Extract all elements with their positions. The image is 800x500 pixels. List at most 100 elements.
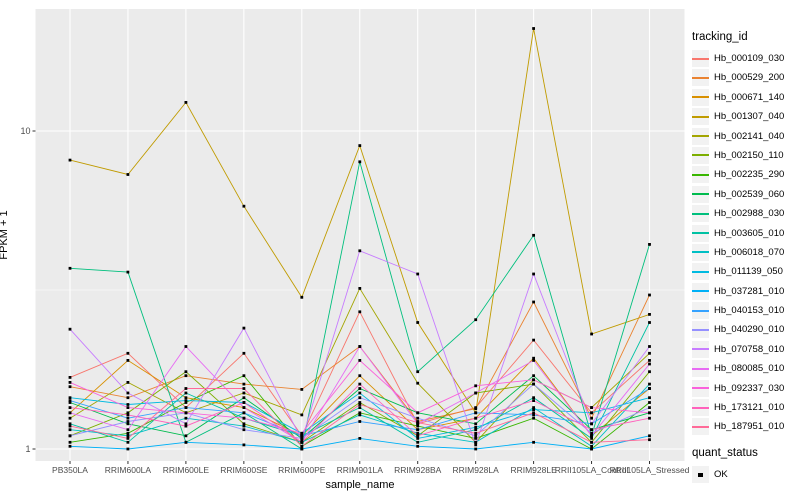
data-point xyxy=(126,411,130,415)
data-point xyxy=(648,438,651,442)
legend-line-swatch xyxy=(692,212,709,215)
data-point xyxy=(184,416,188,420)
legend-line-swatch xyxy=(692,387,709,390)
data-point xyxy=(358,144,362,147)
legend-label: Hb_040290_010 xyxy=(714,324,785,336)
legend-label: Hb_092337_030 xyxy=(714,382,785,394)
data-point xyxy=(474,431,478,435)
legend-label: Hb_000671_140 xyxy=(714,91,785,103)
data-point xyxy=(358,437,362,440)
legend-label: Hb_001307_040 xyxy=(714,111,785,123)
data-point xyxy=(184,406,188,409)
legend-key xyxy=(692,399,709,417)
data-point xyxy=(68,440,72,444)
data-point xyxy=(474,447,478,451)
legend-item-Hb_002235_290: Hb_002235_290 xyxy=(692,166,800,184)
legend-key xyxy=(692,146,709,164)
legend-label: Hb_006018_070 xyxy=(714,246,785,258)
data-point xyxy=(358,391,362,395)
data-point xyxy=(590,444,593,448)
legend-title-tracking-id: tracking_id xyxy=(692,31,748,43)
data-point xyxy=(416,431,420,435)
legend-line-swatch xyxy=(692,96,709,99)
data-point xyxy=(474,422,478,426)
data-point xyxy=(648,382,651,386)
data-point xyxy=(532,356,535,360)
legend-line-swatch xyxy=(692,290,709,293)
x-tick-label: RRIM928BA xyxy=(394,465,442,475)
data-point xyxy=(590,416,593,420)
data-point xyxy=(184,370,188,374)
data-point xyxy=(532,411,535,415)
x-tick-label: RRIM901LA xyxy=(337,465,384,475)
data-point xyxy=(532,396,535,400)
data-point xyxy=(126,420,130,423)
legend-line-swatch xyxy=(692,251,709,254)
data-point xyxy=(648,406,651,409)
data-point xyxy=(184,401,188,404)
data-point xyxy=(126,391,130,395)
data-point xyxy=(68,158,72,162)
data-point xyxy=(648,359,651,362)
data-point xyxy=(532,406,535,409)
data-point xyxy=(590,434,593,438)
legend-item-Hb_001307_040: Hb_001307_040 xyxy=(692,108,800,126)
data-point xyxy=(648,351,651,355)
legend-item-Hb_002988_030: Hb_002988_030 xyxy=(692,205,800,223)
legend-label: Hb_002141_040 xyxy=(714,130,785,142)
data-point xyxy=(126,440,130,444)
legend-line-swatch xyxy=(692,193,709,196)
legend-line-swatch xyxy=(692,309,709,312)
x-tick-label: RRIM600LA xyxy=(105,465,152,475)
legend-key xyxy=(692,69,709,87)
legend-item-Hb_006018_070: Hb_006018_070 xyxy=(692,243,800,261)
legend-item-Hb_187951_010: Hb_187951_010 xyxy=(692,418,800,436)
x-tick-label: RRIM928LE xyxy=(510,465,557,475)
legend-label: Hb_002235_290 xyxy=(714,169,785,181)
legend-key xyxy=(692,418,709,436)
data-point xyxy=(126,428,130,432)
legend-key xyxy=(692,243,709,261)
data-point xyxy=(126,351,130,355)
legend-line-swatch xyxy=(692,367,709,370)
legend-label: Hb_040153_010 xyxy=(714,305,785,317)
data-point xyxy=(648,387,651,390)
data-point xyxy=(126,431,130,435)
data-point xyxy=(590,406,593,409)
data-point xyxy=(184,411,188,415)
data-point xyxy=(590,332,593,336)
data-point xyxy=(68,424,72,428)
data-point xyxy=(532,338,535,342)
data-point xyxy=(590,411,593,415)
legend-item-quant-ok: OK xyxy=(692,466,800,484)
data-point xyxy=(68,381,72,384)
legend-item-Hb_070758_010: Hb_070758_010 xyxy=(692,340,800,358)
data-point xyxy=(590,440,593,444)
data-point xyxy=(358,401,362,404)
legend-item-Hb_002539_060: Hb_002539_060 xyxy=(692,185,800,203)
legend-line-swatch xyxy=(692,232,709,235)
legend-line-swatch xyxy=(692,76,709,79)
legend-key xyxy=(692,108,709,126)
quant-ok-label: OK xyxy=(714,469,728,481)
data-point xyxy=(648,416,651,420)
data-point xyxy=(242,411,246,415)
square-point-icon xyxy=(698,472,703,478)
legend-key xyxy=(692,360,709,378)
data-point xyxy=(358,387,362,390)
legend-item-Hb_002141_040: Hb_002141_040 xyxy=(692,127,800,145)
legend-item-Hb_092337_030: Hb_092337_030 xyxy=(692,379,800,397)
data-point xyxy=(126,359,130,362)
legend-line-swatch xyxy=(692,173,709,176)
legend-key xyxy=(692,379,709,397)
data-point xyxy=(532,300,535,304)
data-point xyxy=(416,411,420,415)
legend-line-swatch xyxy=(692,406,709,409)
legend-key xyxy=(692,302,709,320)
data-point xyxy=(532,378,535,382)
data-point xyxy=(242,401,246,404)
data-point xyxy=(126,270,130,274)
data-point xyxy=(68,428,72,432)
